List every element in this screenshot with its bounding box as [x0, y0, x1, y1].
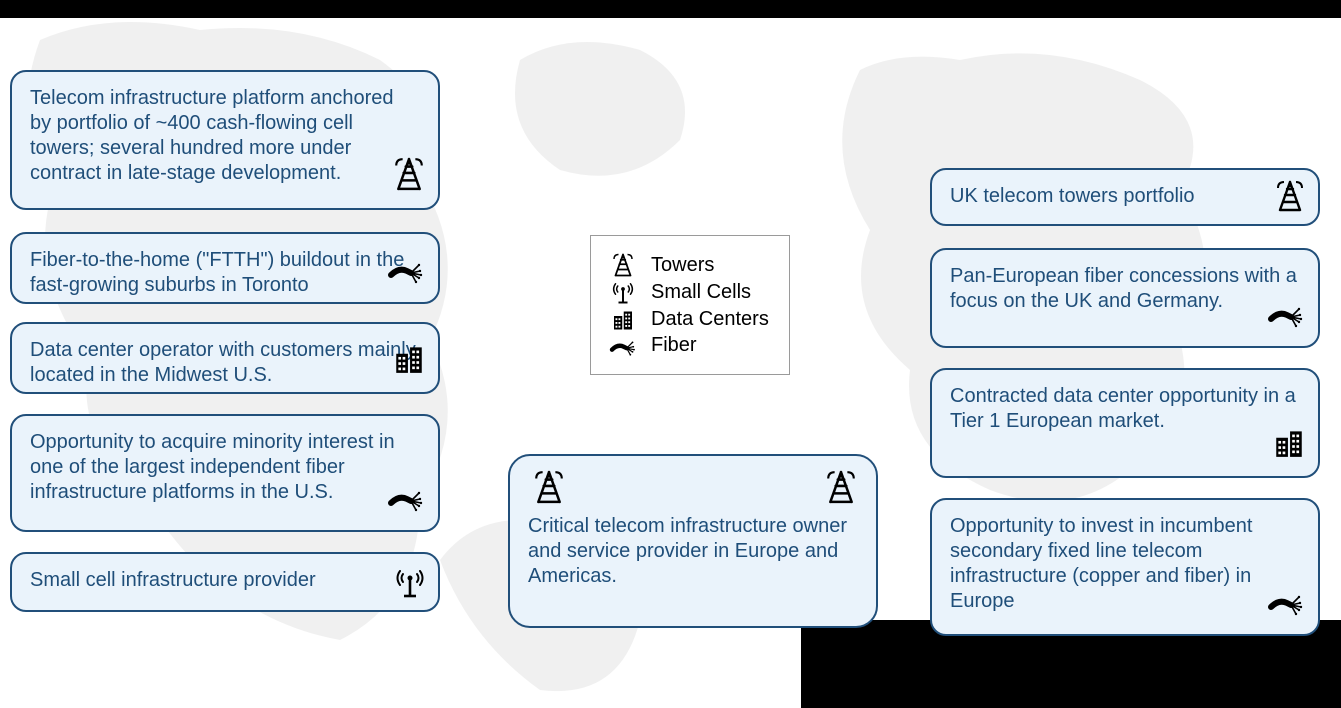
towers-icon [532, 470, 566, 511]
towers-icon [824, 470, 858, 511]
card-text: Pan-European fiber concessions with a fo… [950, 265, 1297, 312]
fiber-icon [386, 483, 426, 520]
legend-label: Small Cells [651, 281, 751, 304]
card-text: Critical telecom infrastructure owner an… [528, 515, 847, 587]
card-eu-pan-euro-fiber: Pan-European fiber concessions with a fo… [930, 248, 1320, 348]
card-eu-tier1-datacenter: Contracted data center opportunity in a … [930, 368, 1320, 478]
card-text: Telecom infrastructure platform anchored… [30, 87, 394, 184]
card-na-telecom-towers: Telecom infrastructure platform anchored… [10, 70, 440, 210]
card-eu-fixed-line: Opportunity to invest in incumbent secon… [930, 498, 1320, 636]
towers-icon [392, 157, 426, 198]
fiber-icon [609, 335, 637, 357]
card-center-europe-americas: Critical telecom infrastructure owner an… [508, 454, 878, 628]
card-text: Contracted data center opportunity in a … [950, 385, 1296, 432]
fiber-icon [386, 255, 426, 292]
legend-row-data-centers: Data Centers [609, 307, 771, 331]
card-text: UK telecom towers portfolio [950, 185, 1195, 207]
legend-label: Towers [651, 254, 714, 277]
card-na-small-cell: Small cell infrastructure provider [10, 552, 440, 612]
data-centers-icon [392, 341, 426, 382]
small-cells-icon [609, 280, 637, 304]
card-eu-uk-towers: UK telecom towers portfolio [930, 168, 1320, 226]
card-text: Data center operator with customers main… [30, 339, 416, 386]
card-text: Opportunity to acquire minority interest… [30, 431, 395, 503]
legend-label: Data Centers [651, 308, 769, 331]
fiber-icon [1266, 587, 1306, 624]
data-centers-icon [1272, 425, 1306, 466]
legend: Towers Small Cells Data Centers Fiber [590, 235, 790, 375]
top-black-bar [0, 0, 1341, 18]
card-na-ftth-toronto: Fiber-to-the-home ("FTTH") buildout in t… [10, 232, 440, 304]
legend-label: Fiber [651, 334, 697, 357]
towers-icon [609, 253, 637, 277]
card-na-fiber-minority: Opportunity to acquire minority interest… [10, 414, 440, 532]
legend-row-towers: Towers [609, 253, 771, 277]
towers-icon [1274, 180, 1306, 219]
legend-row-fiber: Fiber [609, 334, 771, 357]
data-centers-icon [609, 307, 637, 331]
legend-row-small-cells: Small Cells [609, 280, 771, 304]
card-text: Fiber-to-the-home ("FTTH") buildout in t… [30, 249, 404, 296]
fiber-icon [1266, 299, 1306, 336]
card-text: Opportunity to invest in incumbent secon… [950, 515, 1252, 612]
card-na-datacenter-midwest: Data center operator with customers main… [10, 322, 440, 394]
small-cells-icon [394, 566, 426, 605]
card-text: Small cell infrastructure provider [30, 569, 316, 591]
